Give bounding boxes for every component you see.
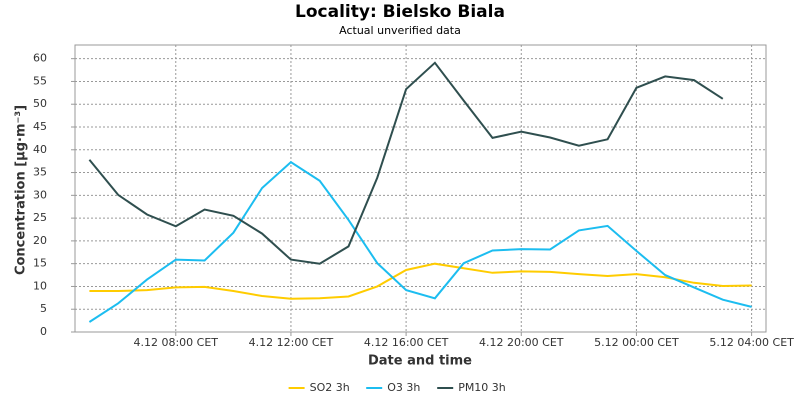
x-tick-label: 5.12 00:00 CET (594, 336, 679, 349)
y-tick-label: 10 (33, 279, 47, 292)
plot-frame (74, 44, 767, 333)
y-tick-label: 55 (33, 74, 47, 87)
series-line (88, 61, 724, 265)
y-tick-label: 20 (33, 234, 47, 247)
x-tick-label: 4.12 16:00 CET (364, 336, 449, 349)
y-tick-label: 15 (33, 257, 47, 270)
x-tick-label: 5.12 04:00 CET (709, 336, 794, 349)
y-tick-label: 45 (33, 120, 47, 133)
x-tick-label: 4.12 08:00 CET (133, 336, 218, 349)
y-tick-label: 0 (40, 325, 47, 338)
chart-subtitle: Actual unverified data (339, 24, 461, 37)
x-tick-label: 4.12 12:00 CET (249, 336, 334, 349)
y-tick-label: 35 (33, 166, 47, 179)
legend-label: PM10 3h (458, 381, 506, 394)
y-tick-label: 60 (33, 52, 47, 65)
x-tick-label: 4.12 20:00 CET (479, 336, 564, 349)
x-axis-title: Date and time (368, 354, 472, 369)
y-tick-label: 50 (33, 97, 47, 110)
series-line (89, 262, 752, 300)
legend-label: SO2 3h (310, 381, 350, 394)
y-axis-title: Concentration [µg·m⁻³] (14, 105, 29, 275)
y-tick-label: 40 (33, 143, 47, 156)
y-tick-label: 25 (33, 211, 47, 224)
series-line (88, 160, 752, 323)
y-tick-label: 5 (40, 302, 47, 315)
chart-title: Locality: Bielsko Biala (295, 2, 505, 22)
y-tick-label: 30 (33, 188, 47, 201)
legend-label: O3 3h (387, 381, 420, 394)
